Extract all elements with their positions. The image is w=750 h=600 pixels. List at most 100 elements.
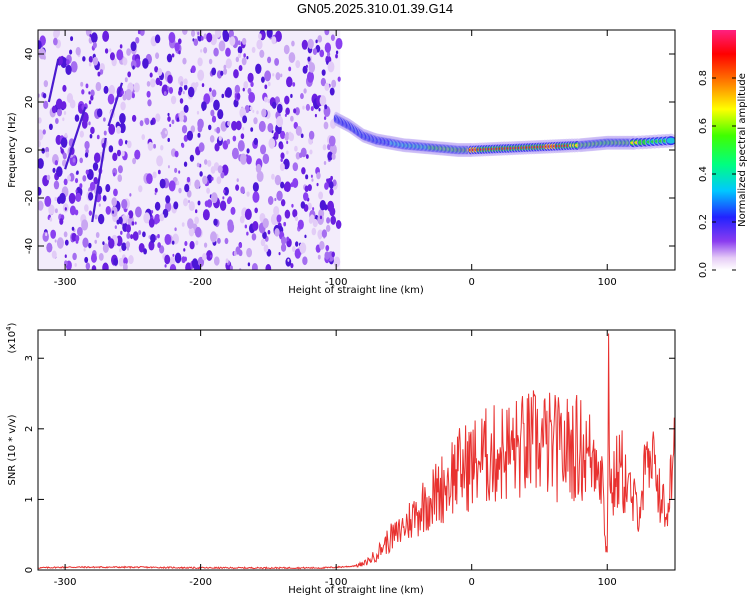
noise-speckle <box>225 58 232 69</box>
noise-speckle <box>167 165 170 169</box>
noise-speckle <box>42 231 49 242</box>
snr-y-label: SNR (10 * v/v) <box>7 414 18 485</box>
noise-speckle <box>250 127 254 132</box>
noise-speckle <box>57 56 63 66</box>
noise-speckle <box>203 33 208 40</box>
noise-speckle <box>62 117 65 122</box>
noise-speckle <box>116 125 122 134</box>
noise-speckle <box>94 214 98 220</box>
noise-speckle <box>108 145 114 153</box>
noise-speckle <box>323 160 327 165</box>
noise-speckle <box>48 204 55 216</box>
noise-speckle <box>225 47 231 57</box>
noise-speckle <box>108 123 116 135</box>
noise-speckle <box>54 196 58 202</box>
noise-speckle <box>273 205 280 216</box>
noise-speckle <box>90 95 94 101</box>
noise-speckle <box>174 167 178 173</box>
noise-speckle <box>274 57 280 66</box>
noise-speckle <box>276 214 282 223</box>
noise-speckle <box>168 87 174 94</box>
noise-speckle <box>42 92 47 99</box>
noise-speckle <box>55 98 63 110</box>
noise-speckle <box>251 233 257 241</box>
noise-speckle <box>335 38 343 50</box>
noise-speckle <box>138 230 142 235</box>
noise-speckle <box>178 89 182 96</box>
noise-speckle <box>284 133 289 141</box>
noise-speckle <box>217 109 224 120</box>
noise-speckle <box>74 178 79 184</box>
noise-speckle <box>235 246 241 255</box>
noise-speckle <box>157 233 160 239</box>
noise-speckle <box>290 263 294 269</box>
noise-speckle <box>329 181 334 189</box>
noise-speckle <box>150 78 156 88</box>
noise-speckle <box>271 173 275 180</box>
noise-speckle <box>207 160 212 167</box>
noise-speckle <box>267 56 272 64</box>
noise-speckle <box>331 251 335 258</box>
noise-speckle <box>157 169 161 175</box>
noise-speckle <box>209 135 215 143</box>
noise-speckle <box>179 114 184 122</box>
colorbar-tick-label: 0.4 <box>698 166 709 182</box>
noise-speckle <box>139 120 144 127</box>
noise-speckle <box>237 46 243 54</box>
noise-speckle <box>122 263 128 270</box>
noise-speckle <box>169 256 176 267</box>
noise-speckle <box>292 245 296 252</box>
noise-speckle <box>179 98 184 104</box>
noise-speckle <box>300 133 304 139</box>
noise-speckle <box>123 257 128 265</box>
noise-speckle <box>312 218 318 228</box>
colorbar-tick-label: 0.2 <box>698 214 709 230</box>
noise-speckle <box>120 230 123 235</box>
noise-speckle <box>65 59 70 66</box>
noise-speckle <box>239 215 245 224</box>
noise-speckle <box>255 163 262 173</box>
noise-speckle <box>327 143 331 150</box>
spectrogram-y-ticks: -40 -20 0 20 40 <box>24 48 675 254</box>
noise-speckle <box>303 192 309 201</box>
noise-speckle <box>286 150 289 155</box>
noise-speckle <box>119 248 122 253</box>
noise-speckle <box>181 222 185 227</box>
noise-speckle <box>117 165 123 174</box>
noise-speckle <box>147 141 154 151</box>
noise-speckle <box>38 129 44 141</box>
noise-speckle <box>117 174 123 182</box>
noise-speckle <box>335 53 338 59</box>
noise-speckle <box>319 200 327 211</box>
colorbar-gradient <box>712 30 736 270</box>
noise-speckle <box>226 197 231 205</box>
noise-speckle <box>252 220 259 231</box>
noise-speckle <box>64 207 67 211</box>
noise-speckle <box>327 151 333 161</box>
noise-speckle <box>148 218 155 228</box>
noise-speckle <box>92 56 99 66</box>
noise-speckle <box>267 81 271 87</box>
noise-speckle <box>194 216 199 225</box>
noise-speckle <box>227 120 231 127</box>
noise-speckle <box>38 140 41 148</box>
noise-speckle <box>84 152 89 158</box>
spectrogram-heatmap <box>38 30 675 270</box>
noise-speckle <box>79 183 83 189</box>
noise-speckle <box>249 106 253 111</box>
noise-speckle <box>63 178 68 186</box>
noise-speckle <box>283 44 290 55</box>
noise-speckle <box>307 202 312 211</box>
noise-speckle <box>144 117 150 126</box>
noise-speckle <box>318 234 322 240</box>
noise-speckle <box>38 200 44 211</box>
noise-speckle <box>200 49 203 53</box>
noise-speckle <box>76 170 79 175</box>
noise-speckle <box>121 198 128 210</box>
noise-speckle <box>121 150 125 157</box>
noise-speckle <box>96 108 103 118</box>
noise-speckle <box>319 95 327 106</box>
noise-speckle <box>305 174 309 180</box>
noise-speckle <box>126 48 131 56</box>
